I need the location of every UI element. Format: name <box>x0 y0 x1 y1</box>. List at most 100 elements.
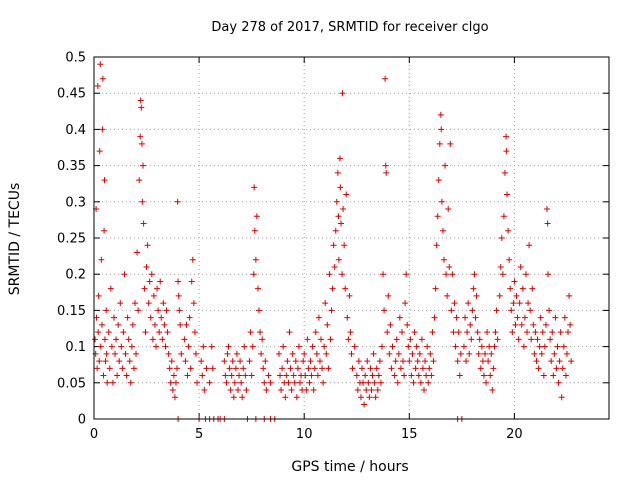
data-point <box>416 350 423 357</box>
y-tick-label: 0.45 <box>57 87 86 102</box>
data-point <box>332 227 339 234</box>
data-point <box>436 140 443 147</box>
data-point <box>538 350 545 357</box>
data-point <box>400 358 406 365</box>
x-tick-labels: 0 5 10 15 20 <box>90 427 523 442</box>
data-point <box>186 314 193 321</box>
data-point <box>370 350 377 357</box>
data-point <box>490 365 497 372</box>
data-point <box>295 343 302 350</box>
data-point <box>455 329 462 336</box>
data-point <box>292 358 299 365</box>
data-point <box>170 372 177 379</box>
data-point <box>357 394 364 401</box>
data-point <box>301 350 308 357</box>
data-point <box>497 263 504 270</box>
data-point <box>192 350 199 357</box>
data-point <box>541 343 548 350</box>
data-point <box>265 372 272 379</box>
data-point <box>97 343 104 350</box>
data-point <box>164 329 171 336</box>
data-point <box>138 104 145 111</box>
data-point <box>251 227 258 234</box>
data-point <box>134 249 141 256</box>
data-point <box>286 329 293 336</box>
data-point <box>125 336 132 343</box>
data-point <box>384 329 391 336</box>
data-point <box>103 307 110 314</box>
data-point <box>367 365 374 372</box>
data-point <box>154 285 161 292</box>
data-point <box>519 285 526 292</box>
data-point <box>302 372 309 379</box>
data-point <box>153 343 160 350</box>
data-point <box>236 372 243 379</box>
data-point <box>309 343 316 350</box>
data-point <box>493 307 500 314</box>
data-point <box>291 379 298 386</box>
data-point <box>462 314 469 321</box>
data-point <box>521 314 528 321</box>
data-point <box>442 162 449 169</box>
data-point <box>565 329 572 336</box>
data-point <box>162 343 169 350</box>
x-tick-label: 15 <box>401 427 418 442</box>
data-point <box>322 300 329 307</box>
data-point <box>163 307 170 314</box>
data-point <box>347 329 354 336</box>
data-point <box>310 387 317 394</box>
data-point <box>510 300 517 307</box>
data-point <box>450 329 457 336</box>
data-point <box>477 365 484 372</box>
data-point <box>174 198 181 205</box>
data-point <box>544 220 551 227</box>
data-point <box>184 372 191 379</box>
data-point <box>290 372 297 379</box>
data-point <box>175 278 182 285</box>
data-point <box>300 358 307 365</box>
data-point <box>388 365 395 372</box>
data-point <box>448 307 455 314</box>
data-point <box>96 358 103 365</box>
data-point <box>314 372 321 379</box>
data-point <box>476 336 483 343</box>
data-point <box>531 350 538 357</box>
y-tick-label: 0 <box>78 413 86 428</box>
data-point <box>115 321 122 328</box>
data-point <box>97 61 104 68</box>
data-point <box>457 350 464 357</box>
data-point <box>518 321 525 328</box>
data-point <box>124 314 131 321</box>
data-point <box>337 184 344 191</box>
data-point <box>251 184 258 191</box>
data-point <box>92 336 99 343</box>
data-point <box>492 329 499 336</box>
data-point <box>552 314 559 321</box>
data-point <box>385 292 392 299</box>
data-point <box>167 379 174 386</box>
data-point <box>335 256 342 263</box>
data-point <box>146 278 153 285</box>
data-point <box>151 321 158 328</box>
data-point <box>418 336 425 343</box>
data-point <box>209 365 216 372</box>
data-point <box>303 387 310 394</box>
data-point <box>361 401 368 408</box>
data-point <box>98 256 105 263</box>
data-point <box>142 329 149 336</box>
data-point <box>414 358 421 365</box>
data-point <box>468 336 475 343</box>
data-point <box>135 307 142 314</box>
data-point <box>95 329 102 336</box>
data-point <box>428 372 435 379</box>
data-point <box>447 140 454 147</box>
data-point <box>348 350 355 357</box>
data-point <box>515 336 522 343</box>
data-point <box>412 365 419 372</box>
data-point <box>169 387 176 394</box>
data-point <box>479 358 486 365</box>
y-tick-label: 0.05 <box>57 376 86 391</box>
data-point <box>108 343 115 350</box>
data-point <box>329 285 336 292</box>
